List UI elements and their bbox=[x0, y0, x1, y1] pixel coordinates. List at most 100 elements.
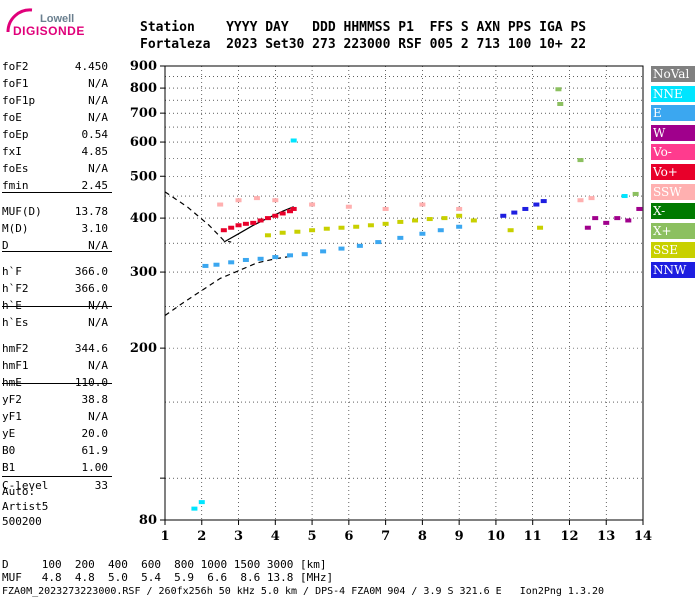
dashed-curve bbox=[164, 191, 232, 243]
data-point bbox=[290, 138, 297, 143]
data-point bbox=[540, 199, 547, 204]
data-point bbox=[382, 221, 389, 226]
x-tick-label: 13 bbox=[597, 529, 615, 544]
data-point bbox=[456, 213, 463, 218]
data-point bbox=[614, 216, 621, 221]
y-tick-label: 300 bbox=[130, 265, 157, 280]
data-point bbox=[294, 229, 301, 234]
table-separator bbox=[2, 192, 112, 193]
scaled-row: yF2 38.8 bbox=[2, 393, 108, 409]
data-point bbox=[470, 218, 477, 223]
scaled-value: 4.450 bbox=[74, 60, 108, 73]
scaled-value: N/A bbox=[88, 410, 108, 423]
data-point bbox=[621, 194, 628, 199]
x-tick-label: 4 bbox=[271, 529, 280, 544]
dashed-curve bbox=[164, 255, 294, 316]
data-point bbox=[577, 158, 584, 163]
legend-item: X- bbox=[651, 203, 695, 220]
footer-file-info: FZA0M_2023273223000.RSF / 260fx256h 50 k… bbox=[2, 586, 605, 597]
scaled-value: 0.54 bbox=[81, 128, 109, 141]
scaled-key: hmF2 bbox=[2, 342, 29, 355]
scaled-key: hmF1 bbox=[2, 359, 29, 372]
scaled-key: C-level bbox=[2, 479, 49, 492]
legend-item: SSE bbox=[651, 242, 695, 259]
data-point bbox=[577, 198, 584, 203]
scaled-row: yE 20.0 bbox=[2, 427, 108, 443]
legend-item: Vo+ bbox=[651, 164, 695, 180]
scaled-row: fmin 2.45 bbox=[2, 179, 108, 195]
scaled-key: h`Es bbox=[2, 316, 29, 329]
data-point bbox=[437, 228, 444, 233]
x-tick-label: 10 bbox=[487, 529, 505, 544]
auto-version: 500200 bbox=[2, 515, 42, 528]
digisonde-logo-arc-icon bbox=[6, 8, 33, 33]
x-tick-label: 6 bbox=[344, 529, 353, 544]
x-tick-label: 7 bbox=[381, 529, 390, 544]
data-point bbox=[272, 255, 279, 260]
scaled-row: h`Es N/A bbox=[2, 316, 108, 332]
data-point bbox=[250, 220, 257, 225]
data-point bbox=[320, 249, 327, 254]
scaled-key: fmin bbox=[2, 179, 29, 192]
x-tick-label: 5 bbox=[308, 529, 317, 544]
scaled-key: M(D) bbox=[2, 222, 29, 235]
data-point bbox=[287, 253, 294, 258]
legend-item: Vo- bbox=[651, 144, 695, 161]
scaled-key: B1 bbox=[2, 461, 16, 474]
data-point bbox=[228, 225, 235, 230]
legend-item: W bbox=[651, 124, 695, 141]
data-point bbox=[537, 225, 544, 230]
data-point bbox=[323, 226, 330, 231]
data-point bbox=[632, 191, 639, 196]
data-point bbox=[191, 506, 198, 511]
legend-item: SSW bbox=[651, 183, 695, 200]
data-point bbox=[588, 196, 595, 201]
data-point bbox=[338, 225, 345, 230]
scaled-key: MUF(D) bbox=[2, 205, 42, 218]
data-point bbox=[426, 217, 433, 222]
footer-distance-row: D 100 200 400 600 800 1000 1500 3000 [km… bbox=[2, 558, 327, 571]
scaled-value: N/A bbox=[88, 77, 108, 90]
scaled-value: 2.45 bbox=[81, 179, 109, 192]
data-point bbox=[264, 216, 271, 221]
data-point bbox=[213, 262, 220, 267]
data-point bbox=[397, 235, 404, 240]
scaled-row: foF1 N/A bbox=[2, 77, 108, 93]
auto-program: Artist5 bbox=[2, 500, 49, 513]
scaled-value: 1.00 bbox=[81, 461, 109, 474]
data-point bbox=[382, 206, 389, 211]
scaled-key: foF1 bbox=[2, 77, 29, 90]
scaled-value: N/A bbox=[88, 299, 108, 312]
data-point bbox=[353, 224, 360, 229]
auto-label: Auto: bbox=[2, 485, 36, 498]
scaled-value: 344.6 bbox=[74, 342, 108, 355]
data-point bbox=[235, 223, 242, 228]
data-point bbox=[279, 230, 286, 235]
data-point bbox=[412, 218, 419, 223]
scaled-key: foE bbox=[2, 111, 22, 124]
data-point bbox=[533, 202, 540, 207]
x-tick-label: 14 bbox=[634, 529, 652, 544]
scaled-value: 38.8 bbox=[81, 393, 109, 406]
data-point bbox=[198, 500, 205, 505]
scaled-key: fxI bbox=[2, 145, 22, 158]
y-tick-label: 700 bbox=[130, 106, 157, 121]
y-tick-label: 200 bbox=[130, 341, 157, 356]
data-point bbox=[220, 228, 227, 233]
data-point bbox=[419, 231, 426, 236]
data-point bbox=[592, 216, 599, 221]
data-point bbox=[345, 204, 352, 209]
data-point bbox=[253, 196, 260, 201]
scaled-row: hmF2 344.6 bbox=[2, 342, 108, 358]
data-point bbox=[272, 198, 279, 203]
scaled-row: B1 1.00 bbox=[2, 461, 108, 477]
data-point bbox=[584, 225, 591, 230]
data-point bbox=[301, 252, 308, 257]
data-point bbox=[511, 210, 518, 215]
y-tick-label: 400 bbox=[130, 211, 157, 226]
scaled-key: foEs bbox=[2, 162, 29, 175]
data-point bbox=[290, 206, 297, 211]
scaled-value: 366.0 bbox=[74, 265, 108, 278]
data-point bbox=[228, 260, 235, 265]
